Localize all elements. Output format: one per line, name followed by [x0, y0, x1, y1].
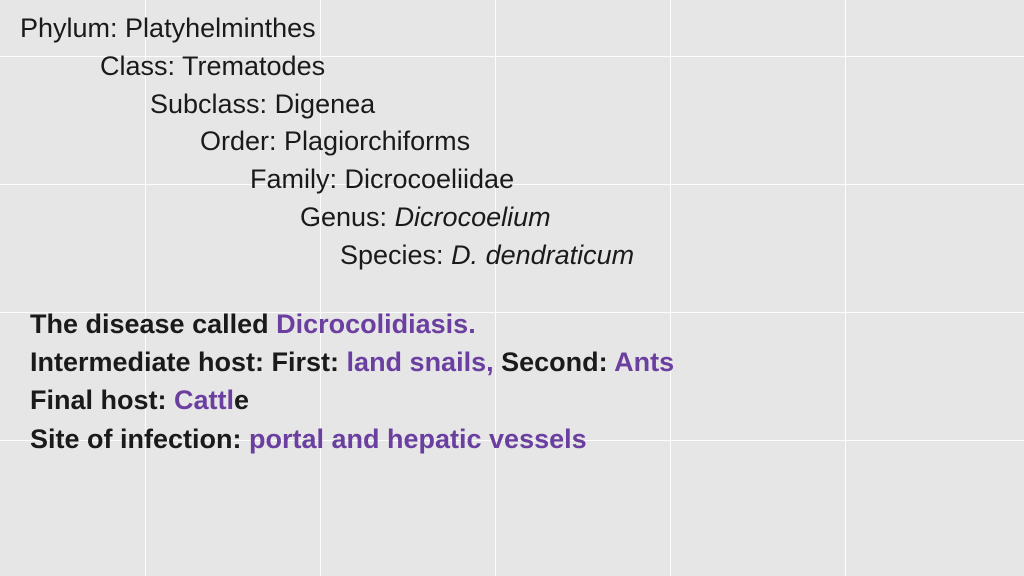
disease-name: Dicrocolidiasis. [276, 309, 476, 339]
taxonomy-list: Phylum: PlatyhelminthesClass: Trematodes… [20, 10, 1024, 275]
taxonomy-label: Order: [200, 126, 284, 156]
taxonomy-row: Subclass: Digenea [20, 86, 1024, 124]
site-prefix: Site of infection: [30, 424, 249, 454]
ih-prefix2: Second: [494, 347, 615, 377]
taxonomy-row: Phylum: Platyhelminthes [20, 10, 1024, 48]
taxonomy-value: Dicrocoeliidae [345, 164, 515, 194]
taxonomy-label: Subclass: [150, 89, 275, 119]
site-accent: portal and hepatic vessels [249, 424, 587, 454]
taxonomy-row: Genus: Dicrocoelium [20, 199, 1024, 237]
ih-first: land snails, [347, 347, 494, 377]
info-block: The disease called Dicrocolidiasis. Inte… [20, 305, 1024, 458]
intermediate-host-line: Intermediate host: First: land snails, S… [30, 343, 1024, 381]
taxonomy-row: Order: Plagiorchiforms [20, 123, 1024, 161]
taxonomy-value: Plagiorchiforms [284, 126, 470, 156]
fh-prefix: Final host: [30, 385, 174, 415]
taxonomy-row: Family: Dicrocoeliidae [20, 161, 1024, 199]
taxonomy-row: Class: Trematodes [20, 48, 1024, 86]
final-host-line: Final host: Cattle [30, 381, 1024, 419]
taxonomy-value: Trematodes [182, 51, 325, 81]
disease-prefix: The disease called [30, 309, 276, 339]
taxonomy-row: Species: D. dendraticum [20, 237, 1024, 275]
taxonomy-label: Phylum: [20, 13, 125, 43]
taxonomy-label: Species: [340, 240, 451, 270]
slide-content: Phylum: PlatyhelminthesClass: Trematodes… [0, 0, 1024, 458]
taxonomy-label: Class: [100, 51, 182, 81]
taxonomy-label: Family: [250, 164, 345, 194]
taxonomy-value: D. dendraticum [451, 240, 634, 270]
taxonomy-value: Digenea [275, 89, 376, 119]
taxonomy-value: Platyhelminthes [125, 13, 316, 43]
ih-second: Ants [614, 347, 674, 377]
fh-suffix: e [234, 385, 249, 415]
disease-line: The disease called Dicrocolidiasis. [30, 305, 1024, 343]
taxonomy-label: Genus: [300, 202, 395, 232]
site-line: Site of infection: portal and hepatic ve… [30, 420, 1024, 458]
ih-prefix1: Intermediate host: First: [30, 347, 347, 377]
fh-accent: Cattl [174, 385, 234, 415]
taxonomy-value: Dicrocoelium [395, 202, 551, 232]
